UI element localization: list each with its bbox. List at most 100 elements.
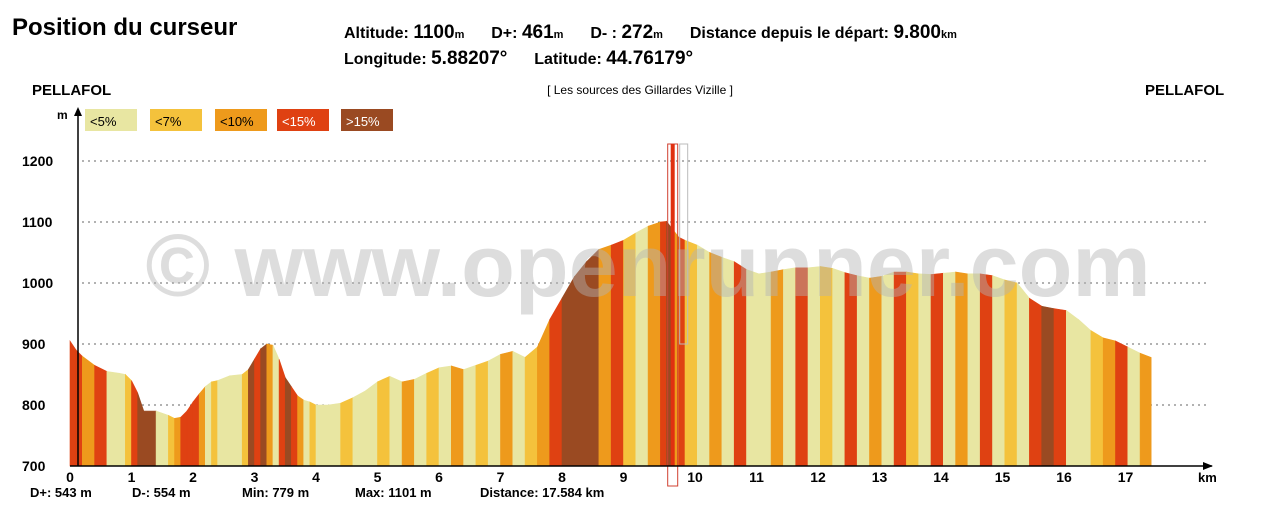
profile-segment <box>463 364 477 467</box>
x-tick-label: 13 <box>872 469 888 485</box>
x-tick-label: 2 <box>189 469 197 485</box>
summary-max: Max: 1101 m <box>355 485 432 500</box>
profile-segment <box>155 410 169 467</box>
y-tick-label: 700 <box>22 458 46 474</box>
dplus-label: D+: <box>491 25 518 42</box>
profile-segment <box>75 349 83 467</box>
profile-segment <box>389 375 403 467</box>
x-tick-label: 3 <box>251 469 259 485</box>
slope-legend: <5% <7% <10% <15% >15% <box>85 109 393 131</box>
profile-segment <box>1041 305 1055 467</box>
profile-segment <box>414 372 428 467</box>
profile-segment <box>82 355 95 467</box>
y-tick-label: 1100 <box>22 214 53 230</box>
profile-segment <box>524 346 538 467</box>
longitude-label: Longitude: <box>344 51 427 68</box>
profile-segment <box>1090 330 1104 467</box>
altitude-value: 1100 <box>413 22 455 43</box>
profile-segment <box>291 385 298 467</box>
x-tick-label: 4 <box>312 469 320 485</box>
profile-segment <box>248 358 255 467</box>
profile-segment <box>1102 337 1116 467</box>
profile-segment <box>1139 352 1152 467</box>
profile-segment <box>512 350 526 467</box>
profile-segment <box>352 390 366 467</box>
profile-segment <box>450 365 464 467</box>
latitude-label: Latitude: <box>534 51 602 68</box>
position-cursor[interactable] <box>667 143 689 487</box>
dminus-unit: m <box>653 29 663 41</box>
profile-segment <box>1078 318 1092 467</box>
x-tick-label: 7 <box>497 469 505 485</box>
axes: km m <box>57 107 1217 485</box>
profile-segment <box>118 372 126 467</box>
profile-segment <box>1127 346 1141 467</box>
profile-segment <box>426 367 440 467</box>
end-location: PELLAFOL <box>1145 82 1225 99</box>
x-tick-label: 1 <box>128 469 136 485</box>
legend-swatch <box>341 109 393 131</box>
profile-segment <box>303 399 311 467</box>
profile-segment <box>315 404 323 467</box>
dplus-unit: m <box>553 29 564 41</box>
y-axis-arrow <box>74 107 82 116</box>
profile-segment <box>137 392 145 467</box>
legend-label: <15% <box>282 114 316 129</box>
dplus-value: 461 <box>521 22 554 43</box>
profile-segment <box>168 414 175 467</box>
altitude-label: Altitude: <box>344 25 409 42</box>
dminus-value: 272 <box>621 22 654 43</box>
profile-segment <box>198 385 206 467</box>
x-tick-labels: 0 1 2 3 4 5 6 7 8 9 10 11 12 13 14 15 16 17 <box>66 469 1133 485</box>
profile-segment <box>487 353 501 467</box>
profile-segment <box>94 364 108 467</box>
x-tick-label: 9 <box>620 469 628 485</box>
start-location: PELLAFOL <box>32 82 112 99</box>
latitude-value: 44.76179° <box>606 48 694 69</box>
profile-segment <box>475 360 489 467</box>
profile-segment <box>1066 309 1079 467</box>
legend-swatch <box>277 109 329 131</box>
summary-distance: Distance: 17.584 km <box>480 485 605 500</box>
distance-unit: km <box>941 29 957 41</box>
profile-segment <box>1029 297 1042 467</box>
legend-swatch <box>215 109 267 131</box>
y-tick-label: 800 <box>22 397 46 413</box>
profile-segment <box>266 343 274 467</box>
profile-segment <box>297 395 305 467</box>
profile-segment <box>125 373 132 467</box>
cursor-stats-row-1: Altitude: 1100m D+: 461m D- : 272m Dista… <box>344 22 957 44</box>
profile-segment <box>260 343 268 467</box>
profile-segment <box>500 350 514 467</box>
y-axis-title: m <box>57 108 68 122</box>
x-axis-title: km <box>1198 470 1217 485</box>
summary-dminus: D-: 554 m <box>132 485 191 500</box>
profile-segment <box>1115 340 1129 467</box>
x-axis-arrow <box>1203 462 1213 470</box>
profile-segment <box>143 410 157 467</box>
profile-segment <box>106 371 120 467</box>
profile-segment <box>186 400 194 467</box>
profile-segment <box>364 381 378 467</box>
legend-label: <5% <box>90 114 117 129</box>
y-tick-label: 1000 <box>22 275 53 291</box>
profile-segment <box>205 381 212 467</box>
profile-segment <box>192 393 200 467</box>
profile-segment <box>69 339 77 467</box>
dminus-label: D- : <box>590 25 617 42</box>
profile-segment <box>537 319 551 467</box>
x-tick-label: 16 <box>1056 469 1072 485</box>
profile-segment <box>254 347 261 467</box>
route-name: [ Les sources des Gillardes Vizille ] <box>547 83 733 97</box>
x-tick-label: 5 <box>374 469 382 485</box>
profile-segment <box>180 410 188 467</box>
profile-segment <box>438 365 452 467</box>
profile-segment <box>217 375 231 467</box>
profile-segment <box>1053 308 1067 467</box>
altitude-unit: m <box>454 29 465 41</box>
legend-label: <7% <box>155 114 182 129</box>
summary-min: Min: 779 m <box>242 485 310 500</box>
y-tick-label: 1200 <box>22 153 53 169</box>
profile-segment <box>340 397 354 467</box>
